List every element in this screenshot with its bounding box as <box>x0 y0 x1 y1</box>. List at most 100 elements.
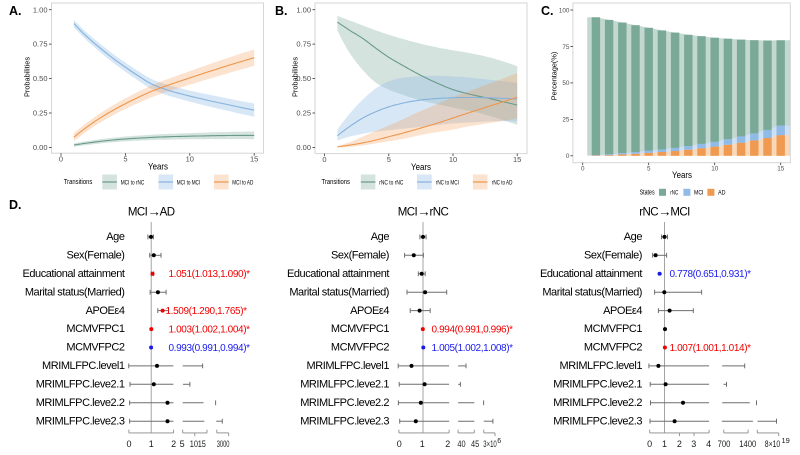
svg-text:MRIMLFPC.leve2.2: MRIMLFPC.leve2.2 <box>36 397 125 409</box>
svg-text:rNC: rNC <box>670 190 678 197</box>
svg-text:MCMVFPC2: MCMVFPC2 <box>584 342 642 354</box>
svg-text:0.25: 0.25 <box>296 109 311 118</box>
svg-text:MCMVFPC2: MCMVFPC2 <box>66 342 124 354</box>
svg-text:Age: Age <box>106 231 125 243</box>
svg-text:75: 75 <box>562 44 570 51</box>
svg-text:Marital status(Married): Marital status(Married) <box>542 286 642 298</box>
svg-text:700: 700 <box>718 439 731 449</box>
svg-text:1: 1 <box>662 439 667 449</box>
svg-text:MRIMLFPC.leve2.3: MRIMLFPC.leve2.3 <box>36 415 125 427</box>
svg-text:0: 0 <box>647 439 652 449</box>
svg-text:MCI to rNC: MCI to rNC <box>121 179 145 186</box>
svg-text:MCI to MCI: MCI to MCI <box>177 179 201 186</box>
svg-text:MCMVFPC2: MCMVFPC2 <box>331 342 389 354</box>
svg-text:0.75: 0.75 <box>296 40 311 49</box>
svg-text:rNC→MCI: rNC→MCI <box>639 204 690 219</box>
svg-text:2: 2 <box>677 439 682 449</box>
svg-text:MRIMLFPC.leve2.2: MRIMLFPC.leve2.2 <box>553 397 642 409</box>
svg-text:2: 2 <box>171 439 176 449</box>
svg-text:3×10: 3×10 <box>483 439 497 449</box>
svg-text:5: 5 <box>123 154 127 163</box>
svg-text:MCMVFPC1: MCMVFPC1 <box>331 323 389 335</box>
svg-text:0: 0 <box>126 439 131 449</box>
svg-text:rNC to rNC: rNC to rNC <box>379 179 404 186</box>
svg-text:Years: Years <box>148 162 168 172</box>
svg-text:Percentage(%): Percentage(%) <box>550 51 559 100</box>
svg-text:15: 15 <box>198 439 206 449</box>
svg-text:MCI→rNC: MCI→rNC <box>398 204 449 219</box>
svg-text:Sex(Female): Sex(Female) <box>584 250 642 262</box>
svg-text:1.005(1.002,1.008)*: 1.005(1.002,1.008)* <box>432 343 514 354</box>
svg-text:A.: A. <box>9 4 22 18</box>
svg-text:0: 0 <box>322 155 326 164</box>
svg-text:0.50: 0.50 <box>33 74 48 83</box>
svg-text:0.00: 0.00 <box>296 143 311 152</box>
svg-text:0.994(0.991,0.996)*: 0.994(0.991,0.996)* <box>432 324 514 335</box>
svg-text:19: 19 <box>782 436 790 445</box>
svg-text:C.: C. <box>541 4 554 18</box>
svg-text:0.993(0.991,0.994)*: 0.993(0.991,0.994)* <box>169 343 251 354</box>
svg-text:B.: B. <box>275 4 288 18</box>
svg-text:3: 3 <box>691 439 696 449</box>
svg-text:1: 1 <box>149 439 154 449</box>
svg-text:0.00: 0.00 <box>33 143 48 152</box>
svg-text:MRIMLFPC.level1: MRIMLFPC.level1 <box>307 360 390 372</box>
svg-text:Years: Years <box>411 162 431 172</box>
svg-text:0: 0 <box>581 165 585 172</box>
svg-text:0: 0 <box>397 439 402 449</box>
svg-text:MCI→AD: MCI→AD <box>128 204 175 219</box>
svg-text:rNC to MCI: rNC to MCI <box>436 179 459 186</box>
svg-text:0: 0 <box>59 154 63 163</box>
svg-text:Sex(Female): Sex(Female) <box>66 250 124 262</box>
svg-text:50: 50 <box>562 80 570 87</box>
svg-text:1.007(1.001,1.014)*: 1.007(1.001,1.014)* <box>670 343 752 354</box>
svg-text:Probabilities: Probabilities <box>23 57 32 97</box>
svg-text:MRIMLFPC.leve2.2: MRIMLFPC.leve2.2 <box>300 397 389 409</box>
svg-text:5: 5 <box>647 165 651 172</box>
svg-text:4: 4 <box>706 439 711 449</box>
svg-text:8×10: 8×10 <box>765 439 781 449</box>
svg-text:5: 5 <box>180 439 185 449</box>
svg-text:1.00: 1.00 <box>33 5 48 14</box>
svg-text:15: 15 <box>777 165 785 172</box>
svg-text:45: 45 <box>471 439 479 449</box>
svg-text:Educational attainment: Educational attainment <box>540 268 642 280</box>
svg-text:Age: Age <box>624 231 643 243</box>
svg-text:10: 10 <box>449 155 457 164</box>
svg-text:25: 25 <box>562 117 570 124</box>
svg-text:100: 100 <box>559 7 570 14</box>
svg-text:rNC to AD: rNC to AD <box>492 179 513 186</box>
svg-text:40: 40 <box>457 439 465 449</box>
svg-text:APOEε4: APOEε4 <box>603 305 642 317</box>
svg-text:1.00: 1.00 <box>296 5 311 14</box>
svg-text:1.051(1.013,1.090)*: 1.051(1.013,1.090)* <box>169 269 251 280</box>
svg-text:0.75: 0.75 <box>33 40 48 49</box>
svg-text:15: 15 <box>513 155 521 164</box>
svg-text:Years: Years <box>672 170 692 180</box>
svg-text:MRIMLFPC.leve2.3: MRIMLFPC.leve2.3 <box>553 415 642 427</box>
svg-text:Educational attainment: Educational attainment <box>22 268 124 280</box>
svg-text:Marital status(Married): Marital status(Married) <box>289 286 389 298</box>
svg-text:1.509(1.290,1.765)*: 1.509(1.290,1.765)* <box>166 306 248 317</box>
svg-text:10: 10 <box>186 154 194 163</box>
svg-text:MRIMLFPC.leve2.1: MRIMLFPC.leve2.1 <box>300 379 389 391</box>
svg-text:15: 15 <box>250 154 258 163</box>
svg-text:5: 5 <box>387 155 391 164</box>
svg-text:0: 0 <box>566 153 570 160</box>
svg-text:Transitions: Transitions <box>64 179 93 186</box>
svg-text:0.25: 0.25 <box>33 109 48 118</box>
svg-text:MRIMLFPC.leve2.3: MRIMLFPC.leve2.3 <box>300 415 389 427</box>
svg-text:MCI to AD: MCI to AD <box>232 179 253 186</box>
svg-text:1.003(1.002,1.004)*: 1.003(1.002,1.004)* <box>169 324 251 335</box>
svg-text:MCI: MCI <box>694 190 704 197</box>
svg-text:Educational attainment: Educational attainment <box>287 268 389 280</box>
svg-text:MRIMLFPC.leve2.1: MRIMLFPC.leve2.1 <box>36 379 125 391</box>
svg-text:Age: Age <box>371 231 390 243</box>
svg-text:MRIMLFPC.level1: MRIMLFPC.level1 <box>560 360 643 372</box>
svg-text:Transitions: Transitions <box>322 179 351 186</box>
svg-text:AD: AD <box>718 190 726 197</box>
svg-text:6: 6 <box>497 438 501 445</box>
svg-text:0.778(0.651,0.931)*: 0.778(0.651,0.931)* <box>670 269 752 280</box>
svg-text:MRIMLFPC.leve2.1: MRIMLFPC.leve2.1 <box>553 379 642 391</box>
svg-text:3000: 3000 <box>217 439 230 449</box>
